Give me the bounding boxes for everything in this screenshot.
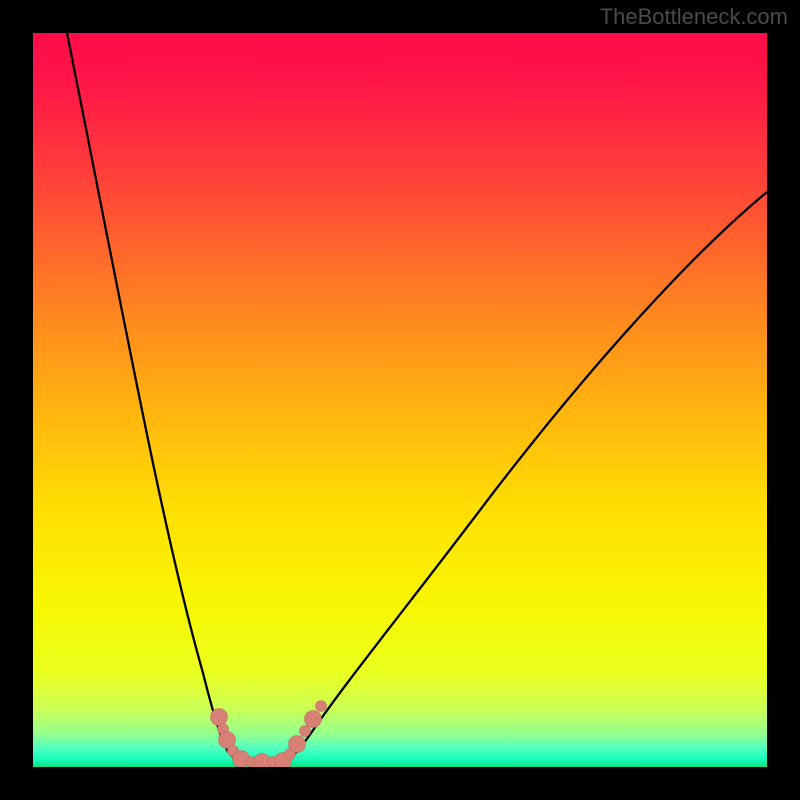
bead-0 (211, 709, 228, 726)
watermark: TheBottleneck.com (600, 4, 788, 30)
bead-13 (316, 701, 327, 712)
bead-12 (305, 711, 322, 728)
curve-layer (33, 33, 767, 767)
bead-10 (289, 736, 306, 753)
plot-area (33, 33, 767, 767)
chart-container: TheBottleneck.com (0, 0, 800, 800)
curve-left (67, 33, 253, 762)
bead-11 (300, 726, 311, 737)
curve-right (265, 192, 767, 762)
